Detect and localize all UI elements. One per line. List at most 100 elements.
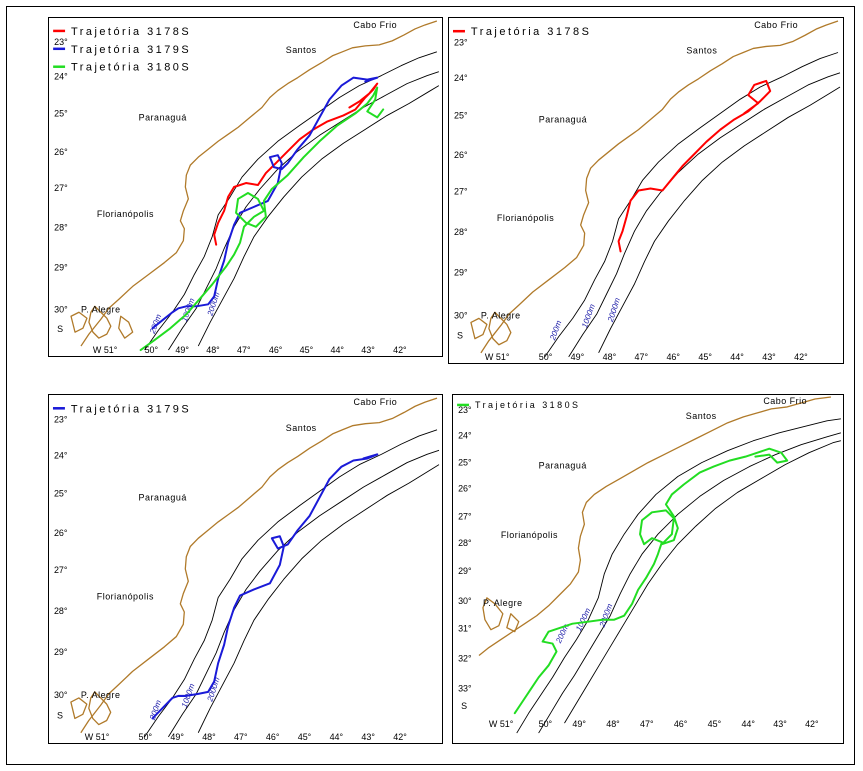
track-3180s <box>513 447 789 715</box>
lat-label: 27° <box>54 183 68 193</box>
lon-label: W 51° <box>85 732 110 742</box>
lat-label: 26° <box>54 147 68 157</box>
map-panel-3179s: 200m 1000m 2000m Trajetória 3179S 23° 24… <box>48 394 443 744</box>
coastline <box>470 20 839 354</box>
lon-label: 46° <box>266 732 280 742</box>
place-santos: Santos <box>686 411 717 421</box>
lat-label: 30° <box>54 304 68 314</box>
lon-label: 44° <box>741 719 755 729</box>
place-porto-alegre: P. Alegre <box>483 598 523 608</box>
lon-label: 45° <box>708 719 722 729</box>
isobath-1000m <box>538 432 842 734</box>
place-florianopolis: Florianópolis <box>97 209 154 219</box>
lon-label: 48° <box>206 345 220 355</box>
place-cabo-frio: Cabo Frio <box>763 396 807 406</box>
isobath-label-2000m: 2000m <box>205 676 221 704</box>
lat-label: 25° <box>458 458 472 468</box>
legend: Trajetória 3180S <box>457 400 581 410</box>
place-paranagua: Paranaguá <box>539 114 588 124</box>
lon-label: 42° <box>393 732 407 742</box>
longitude-labels: W 51° 50° 49° 48° 47° 46° 45° 44° 43° 42… <box>85 732 407 742</box>
lat-label: 29° <box>458 566 472 576</box>
lon-label: 50° <box>139 732 153 742</box>
lat-label: 26° <box>458 483 472 493</box>
lon-label: 42° <box>794 352 808 362</box>
lon-label: 46° <box>666 352 680 362</box>
lon-label: 47° <box>237 345 251 355</box>
place-santos: Santos <box>286 45 317 55</box>
place-labels: Cabo Frio Santos Paranaguá Florianópolis… <box>481 20 798 320</box>
lon-label: 49° <box>571 352 585 362</box>
place-cabo-frio: Cabo Frio <box>353 397 397 407</box>
lat-label: 25° <box>54 108 68 118</box>
lat-label: 29° <box>54 263 68 273</box>
lat-label: 27° <box>54 565 68 575</box>
lat-label: 28° <box>54 606 68 616</box>
map-panel-3180s: 200m 1000m 2000m Trajetória 3180S 23° 24… <box>452 394 844 744</box>
lon-label: 47° <box>234 732 248 742</box>
legend-label-3180s: Trajetória 3180S <box>475 400 581 410</box>
lon-label: 45° <box>698 352 712 362</box>
track-3178s <box>617 79 772 253</box>
lon-label: 47° <box>640 719 654 729</box>
place-paranagua: Paranaguá <box>139 112 187 122</box>
lon-label: W 51° <box>93 345 118 355</box>
lon-label: W 51° <box>485 352 510 362</box>
lon-label: 44° <box>330 732 344 742</box>
legend-label-3180s: Trajetória 3180S <box>71 62 191 74</box>
lon-label: 47° <box>635 352 649 362</box>
lon-label: 44° <box>730 352 744 362</box>
isobath-200m <box>144 429 438 738</box>
track-3180s <box>139 86 385 352</box>
lat-label: 27° <box>458 511 472 521</box>
longitude-labels: W 51° 50° 49° 48° 47° 46° 45° 44° 43° 42… <box>489 719 819 729</box>
lon-label: 45° <box>298 732 312 742</box>
place-florianopolis: Florianópolis <box>501 530 558 540</box>
coastline <box>478 396 832 657</box>
lat-label: 32° <box>458 653 472 663</box>
lon-label: 42° <box>393 345 407 355</box>
place-santos: Santos <box>286 423 317 433</box>
place-labels: Cabo Frio Santos Paranaguá Florianópolis… <box>81 397 397 700</box>
legend: Trajetória 3179S <box>52 403 191 415</box>
lon-label: 43° <box>361 732 375 742</box>
map-canvas: 200m 1000m 2000m Trajetória 3180S 23° 24… <box>457 396 842 734</box>
lat-label: 30° <box>454 310 468 320</box>
latitude-labels: 23° 24° 25° 26° 27° 28° 29° 30° S <box>454 37 468 340</box>
isobath-label-2000m: 2000m <box>606 296 622 324</box>
lon-label: 49° <box>170 732 184 742</box>
map-panel-3178s: 200m 1000m 2000m Trajetória 3178S 23° 24… <box>448 17 844 364</box>
lat-label: 24° <box>454 73 468 83</box>
legend-label-3179s: Trajetória 3179S <box>71 403 191 415</box>
lat-label: 23° <box>458 405 472 415</box>
isobath-label-200m: 200m <box>148 313 164 336</box>
lat-label: 26° <box>54 528 68 538</box>
lat-label: 23° <box>54 415 68 425</box>
lat-label: 33° <box>458 683 472 693</box>
figure-frame <box>6 6 855 765</box>
map-panel-all-trajectories: 200m 1000m 2000m Trajetória 3178S Trajet… <box>48 17 443 357</box>
lat-label: 25° <box>54 488 68 498</box>
lon-label: 43° <box>361 345 375 355</box>
isobath-2000m <box>197 85 440 347</box>
lon-label: 48° <box>202 732 216 742</box>
lon-label: 46° <box>674 719 688 729</box>
south-label: S <box>461 701 467 711</box>
map-canvas: 200m 1000m 2000m Trajetória 3179S 23° 24… <box>52 397 440 742</box>
lat-label: 25° <box>454 110 468 120</box>
lon-label: 46° <box>269 345 283 355</box>
place-porto-alegre: P. Alegre <box>481 310 521 320</box>
lat-label: 28° <box>454 227 468 237</box>
place-cabo-frio: Cabo Frio <box>754 20 798 30</box>
track-3179s <box>151 453 379 720</box>
place-porto-alegre: P. Alegre <box>81 304 121 314</box>
coastline <box>70 397 438 734</box>
isobath-2000m <box>197 464 440 733</box>
lon-label: 43° <box>762 352 776 362</box>
lat-label: 30° <box>458 596 472 606</box>
south-label: S <box>457 331 463 341</box>
place-paranagua: Paranaguá <box>139 492 188 502</box>
lon-label: 48° <box>606 719 620 729</box>
legend-label-3179s: Trajetória 3179S <box>71 44 191 56</box>
lat-label: 23° <box>454 37 468 47</box>
